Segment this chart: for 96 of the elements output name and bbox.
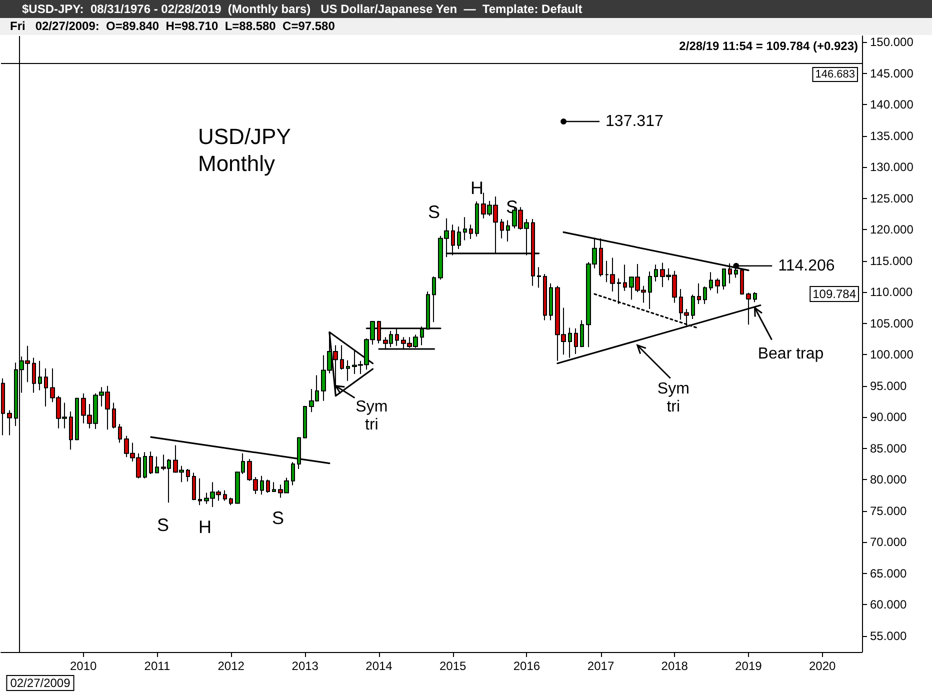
candlestick [715, 278, 720, 294]
candlestick [260, 475, 264, 496]
candlestick [44, 368, 48, 407]
x-tick-label: 2017 [587, 659, 614, 673]
candlestick [223, 490, 227, 502]
candlestick [623, 264, 627, 292]
candlestick [118, 423, 122, 444]
candlestick [38, 360, 42, 391]
candlestick [32, 357, 36, 394]
candlestick [291, 462, 295, 486]
legend-label: 146.683 [815, 68, 855, 80]
y-tick-label: 150.000 [870, 35, 914, 50]
candlestick [580, 320, 584, 348]
y-tick-label: 65.000 [870, 566, 908, 580]
candlestick [272, 482, 276, 492]
candlestick [75, 397, 79, 441]
candlestick [537, 266, 541, 288]
candlestick [691, 294, 695, 320]
candlestick [703, 286, 707, 305]
y-tick-label: 120.000 [870, 222, 914, 237]
annotation: S [428, 202, 440, 222]
y-tick-label: 130.000 [870, 160, 914, 174]
ref-line-label: 02/27/2009 [10, 676, 71, 690]
y-tick-label: 100.000 [870, 348, 914, 362]
y-tick-label: 115.000 [870, 254, 913, 268]
candlestick [457, 226, 461, 250]
line-series [328, 331, 374, 397]
annotation: Sym tri [657, 380, 690, 416]
y-tick-label: 70.000 [870, 535, 908, 550]
x-tick-label: 2013 [292, 659, 319, 673]
annotation: 114.206 [778, 257, 835, 274]
annotation: S [272, 508, 284, 528]
candlestick [192, 472, 196, 501]
chart-subtitle: Fri 02/27/2009: O=89.840 H=98.710 L=88.580 C=97.580 [0, 18, 932, 35]
candlestick [469, 224, 473, 240]
y-tick-label: 95.000 [870, 378, 908, 393]
x-tick-label: 2020 [808, 659, 836, 673]
candlestick [229, 497, 233, 506]
candlestick [543, 274, 547, 321]
candlestick [112, 402, 116, 429]
chart-title: $USD-JPY: 08/31/1976 - 02/28/2019 (Monthly bars) US Dollar/Japanese Yen — Template: Default [0, 0, 932, 18]
candlestick [463, 216, 467, 241]
candlestick [722, 268, 726, 290]
x-tick-label: 2016 [513, 659, 540, 673]
annotation: H [470, 178, 484, 198]
candlestick [500, 218, 504, 239]
candlestick [155, 456, 159, 474]
annotation: 109.784 [812, 287, 856, 301]
candlestick [266, 479, 270, 494]
y-tick-label: 55.000 [870, 628, 908, 643]
y-tick-label: 80.000 [870, 472, 908, 487]
candlestick [149, 450, 153, 474]
y-tick-label: 75.000 [870, 504, 908, 518]
candlestick [69, 410, 73, 450]
candlestick [1, 378, 5, 436]
y-tick-label: 60.000 [870, 598, 908, 612]
x-tick-label: 2015 [439, 659, 467, 673]
candlestick [186, 468, 190, 482]
candlestick [475, 201, 479, 238]
x-tick-label: 2010 [70, 659, 98, 673]
candlestick [198, 478, 202, 506]
candlestick [549, 282, 553, 321]
x-tick-label: 2012 [218, 659, 245, 673]
candlestick [506, 220, 510, 242]
x-tick-label: 2011 [144, 659, 170, 673]
candlestick [654, 264, 658, 282]
y-tick-label: 90.000 [870, 410, 908, 424]
annotation: Bear trap [758, 345, 824, 362]
x-tick-label: 2019 [735, 659, 762, 673]
y-tick-label: 110.000 [870, 285, 913, 300]
y-tick-label: 125.000 [870, 191, 914, 206]
candlestick [697, 282, 701, 305]
candlestick [568, 327, 572, 358]
x-tick-label: 2018 [661, 659, 688, 673]
candlestick [303, 405, 307, 439]
candlestick [340, 344, 344, 370]
candlestick [432, 276, 436, 323]
candlestick [709, 272, 713, 291]
y-tick-label: 145.000 [870, 66, 914, 80]
candlestick [753, 292, 757, 303]
candlestick [574, 328, 578, 354]
annotation: USD/JPY Monthly [198, 124, 292, 176]
candlestick [143, 452, 147, 479]
y-tick-label: 85.000 [870, 441, 908, 456]
annotation: S [156, 515, 170, 535]
y-tick-label: 135.000 [870, 128, 914, 143]
annotation: Sym tri [356, 398, 388, 434]
y-tick-label: 140.000 [870, 98, 914, 112]
y-tick-label: 105.000 [870, 316, 914, 330]
annotation: 137.317 [606, 112, 664, 130]
annotation: 2/28/19 11:54 = 109.784 (+0.923) [679, 39, 858, 53]
x-tick-label: 2014 [366, 659, 393, 673]
candlestick [648, 271, 652, 310]
candlestick [7, 410, 12, 436]
candlestick [346, 360, 350, 382]
annotation: H [198, 517, 212, 537]
